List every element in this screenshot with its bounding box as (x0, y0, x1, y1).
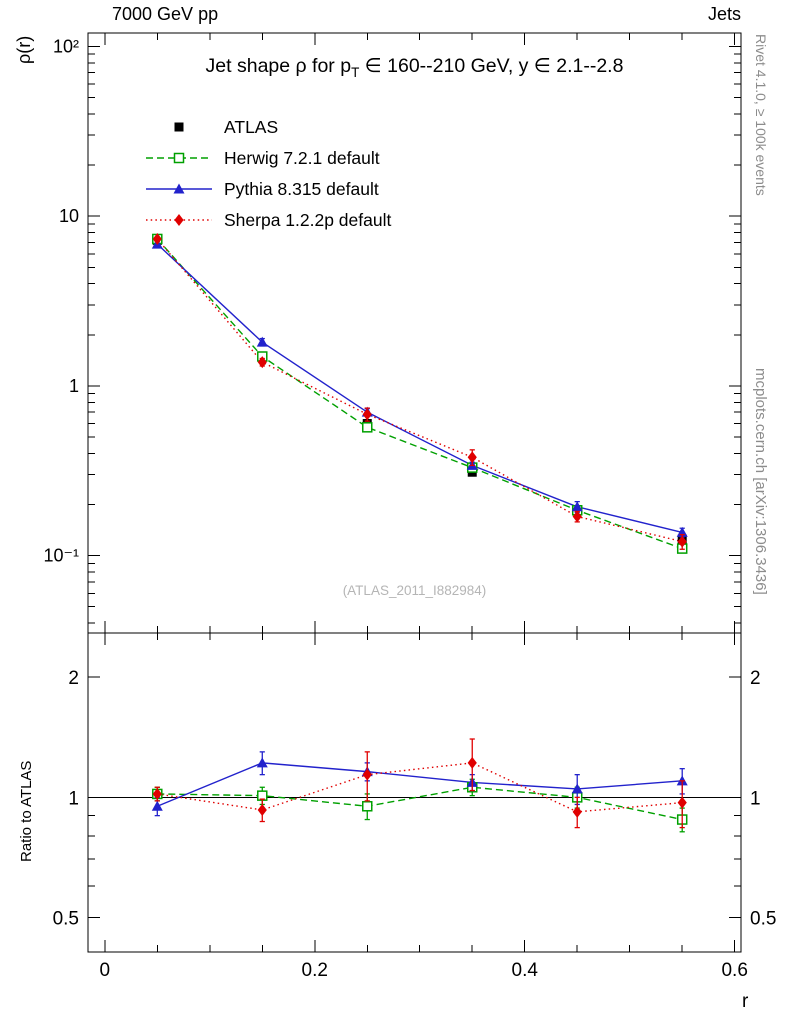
legend-label-sherpa: Sherpa 1.2.2p default (224, 210, 391, 230)
plot-title: Jet shape ρ for pT ∈ 160--210 GeV, y ∈ 2… (206, 55, 624, 80)
ratio-points-pythia (151, 751, 688, 817)
svg-text:Jet shape ρ for pT ∈ 160--210: Jet shape ρ for pT ∈ 160--210 GeV, y ∈ 2… (206, 55, 624, 80)
analysis-type-label: Jets (707, 4, 741, 24)
ratio-line-sherpa (157, 762, 683, 813)
ratio-points-sherpa (152, 738, 687, 829)
main-points-herwig (152, 233, 688, 554)
legend-label-pythia: Pythia 8.315 default (224, 179, 379, 199)
svg-text:0: 0 (100, 960, 111, 981)
legend-marker-herwig-icon (173, 152, 185, 164)
legend-marker-pythia-icon (173, 183, 185, 194)
legend-label-herwig: Herwig 7.2.1 default (224, 148, 380, 168)
x-axis-ticks: 0 0.2 0.4 0.6 (100, 33, 748, 981)
mcplots-reference-note: mcplots.cern.ch [arXiv:1306.3436] (752, 368, 769, 595)
legend-marker-sherpa-icon (174, 214, 184, 226)
legend-item-pythia: Pythia 8.315 default (146, 179, 379, 199)
main-line-pythia (156, 243, 683, 534)
main-line-herwig (156, 238, 683, 550)
y-axis-label-ratio: Ratio to ATLAS (18, 760, 35, 862)
panel-frames (87, 32, 742, 953)
svg-text:1: 1 (750, 788, 761, 809)
analysis-id-watermark: (ATLAS_2011_I882984) (342, 583, 487, 598)
main-points-pythia (151, 238, 688, 538)
svg-text:10: 10 (59, 206, 79, 226)
legend-item-herwig: Herwig 7.2.1 default (146, 148, 380, 168)
ratio-line-herwig (157, 786, 683, 821)
rivet-version-note: Rivet 4.1.0, ≥ 100k events (753, 34, 769, 196)
svg-text:0.5: 0.5 (53, 909, 79, 930)
svg-text:10²: 10² (53, 36, 79, 56)
legend-item-sherpa: Sherpa 1.2.2p default (146, 210, 391, 230)
main-points-sherpa (152, 232, 687, 550)
legend-item-atlas: ATLAS (174, 117, 278, 137)
main-points-atlas (152, 235, 687, 546)
svg-text:0.4: 0.4 (512, 960, 539, 981)
ratio-line-pythia (157, 762, 683, 807)
svg-text:1: 1 (68, 788, 79, 809)
svg-text:0.5: 0.5 (750, 909, 776, 930)
svg-text:2: 2 (68, 668, 79, 689)
beam-energy-label: 7000 GeV pp (112, 4, 219, 24)
legend: ATLAS Herwig 7.2.1 default Pythia 8.315 de… (146, 117, 391, 230)
legend-marker-atlas-icon (174, 122, 184, 132)
svg-text:1: 1 (69, 376, 79, 396)
y-axis-main-ticks: 10² 10 1 10⁻¹ (43, 36, 741, 624)
x-axis-label: r (742, 991, 749, 1012)
legend-label-atlas: ATLAS (224, 117, 278, 137)
y-axis-label-main: ρ(r) (14, 35, 34, 64)
main-line-sherpa (156, 238, 683, 543)
svg-text:10⁻¹: 10⁻¹ (43, 546, 79, 566)
svg-text:0.2: 0.2 (302, 960, 328, 981)
svg-text:2: 2 (750, 668, 761, 689)
svg-text:0.6: 0.6 (721, 960, 747, 981)
